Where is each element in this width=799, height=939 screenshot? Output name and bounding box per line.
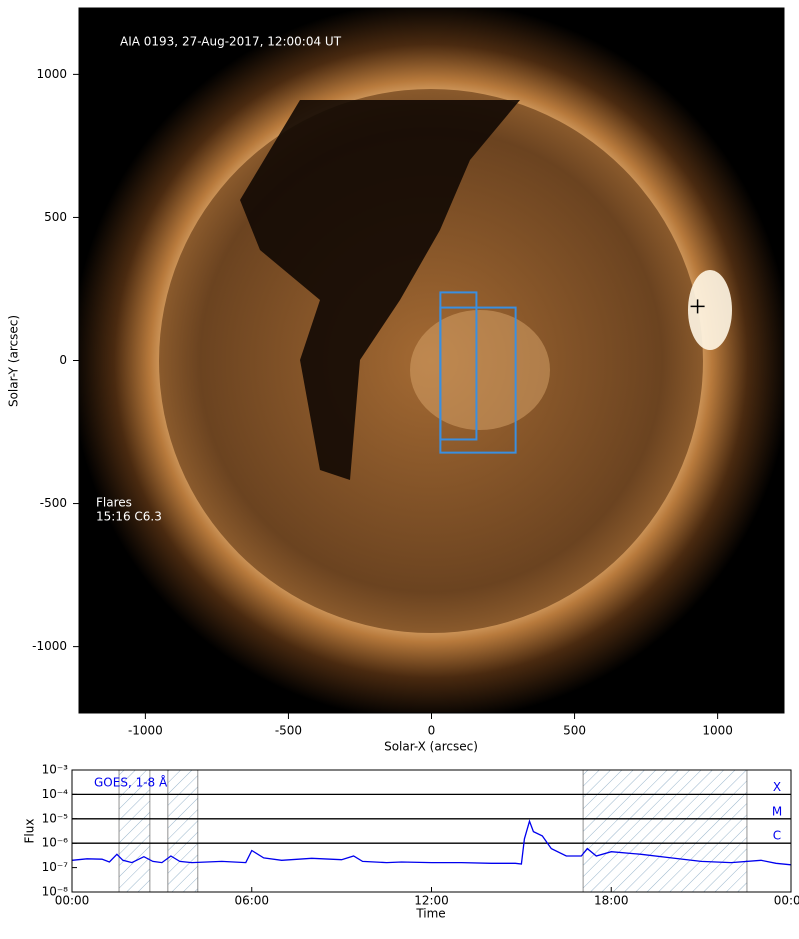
annotation: 15:16 C6.3 xyxy=(96,510,162,524)
legend-label: GOES, 1-8 Å xyxy=(94,775,168,790)
x-tick-label: 12:00 xyxy=(414,894,449,908)
x-tick-label: 00:00 xyxy=(55,894,90,908)
y-tick-label: 10⁻⁴ xyxy=(42,787,69,801)
x-tick-label: -1000 xyxy=(128,724,163,738)
y-tick-label: 0 xyxy=(59,353,67,367)
x-axis-label: Time xyxy=(415,907,445,921)
flux-line xyxy=(71,819,792,866)
y-axis-label: Solar-Y (arcsec) xyxy=(7,315,21,407)
x-tick-label: 0 xyxy=(428,724,436,738)
flare-marker xyxy=(690,299,705,314)
image-title: AIA 0193, 27-Aug-2017, 12:00:04 UT xyxy=(120,35,342,49)
y-tick-label: 10⁻³ xyxy=(42,763,69,777)
y-tick-label: 10⁻⁷ xyxy=(42,860,69,874)
sun-image xyxy=(79,8,784,713)
y-tick-label: 500 xyxy=(44,210,67,224)
x-tick-label: 500 xyxy=(563,724,586,738)
x-tick-label: -500 xyxy=(275,724,302,738)
y-tick-label: 10⁻⁵ xyxy=(42,811,69,825)
y-tick-label: 10⁻⁸ xyxy=(42,885,69,899)
region-box xyxy=(439,306,517,454)
y-tick-label: -1000 xyxy=(32,639,67,653)
x-tick-label: 18:00 xyxy=(594,894,629,908)
active-region xyxy=(410,310,550,430)
coronal-hole xyxy=(240,100,520,480)
x-tick-label: 1000 xyxy=(702,724,733,738)
x-tick-label: 00:00 xyxy=(774,894,799,908)
shaded-interval xyxy=(167,769,199,893)
x-tick-label: 06:00 xyxy=(234,894,269,908)
y-tick-label: 10⁻⁶ xyxy=(42,836,69,850)
y-tick-label: 1000 xyxy=(36,67,67,81)
class-label: M xyxy=(772,804,782,818)
y-tick-label: -500 xyxy=(40,496,67,510)
class-label: C xyxy=(773,829,781,843)
class-label: X xyxy=(773,780,781,794)
shaded-interval xyxy=(118,769,151,893)
shaded-interval xyxy=(582,769,748,893)
y-axis-label: Flux xyxy=(23,819,37,844)
annotation: Flares xyxy=(96,496,132,510)
x-axis-label: Solar-X (arcsec) xyxy=(384,740,478,754)
limb-brightening xyxy=(688,270,732,350)
